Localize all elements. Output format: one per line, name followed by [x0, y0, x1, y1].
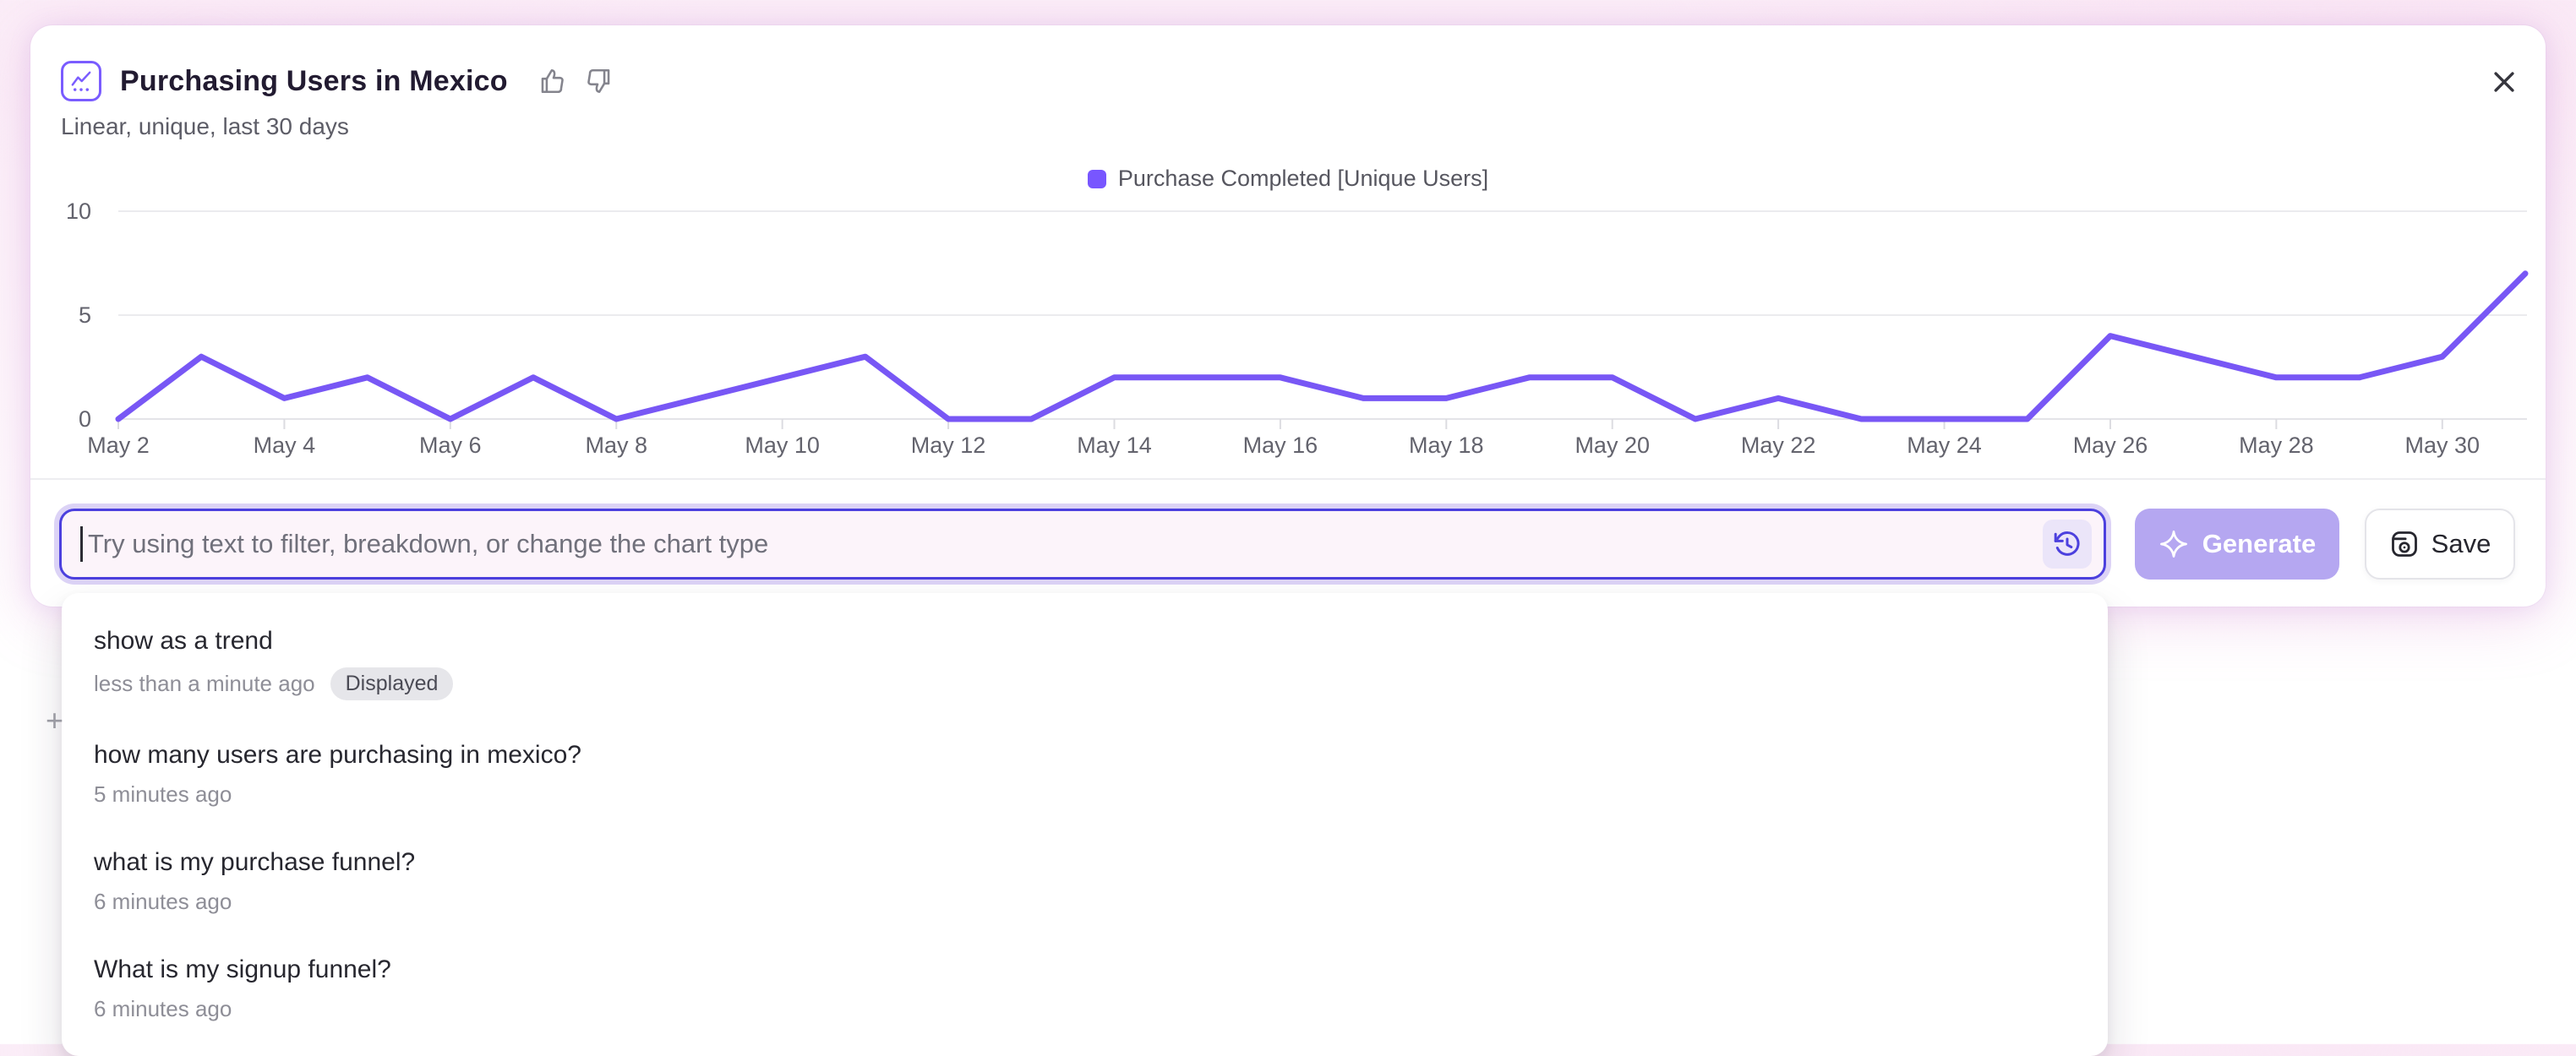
- x-axis-label: May 26: [2073, 433, 2148, 458]
- generate-label: Generate: [2202, 529, 2317, 558]
- history-item[interactable]: what is my purchase funnel? 6 minutes ago: [62, 828, 2108, 935]
- history-query: What is my signup funnel?: [94, 955, 391, 983]
- text-caret: [80, 526, 83, 562]
- x-axis-label: May 10: [745, 433, 820, 458]
- x-axis-label: May 22: [1741, 433, 1816, 458]
- x-axis-label: May 24: [1907, 433, 1982, 458]
- history-item[interactable]: how many users are purchasing in mexico?…: [62, 721, 2108, 828]
- history-timestamp: 5 minutes ago: [94, 781, 232, 807]
- save-icon: [2391, 531, 2417, 557]
- history-meta: 5 minutes ago: [94, 781, 2076, 808]
- y-axis-label: 10: [66, 199, 91, 224]
- thumbs-down-button[interactable]: [584, 67, 613, 95]
- section-divider: [30, 478, 2546, 480]
- x-axis-label: May 12: [911, 433, 986, 458]
- history-query: show as a trend: [94, 627, 273, 655]
- series-line: [115, 270, 2529, 422]
- history-meta: 6 minutes ago: [94, 996, 2076, 1022]
- line-chart-icon: [61, 61, 101, 101]
- close-button[interactable]: [2481, 59, 2527, 105]
- legend-swatch: [1087, 169, 1106, 188]
- page-title: Purchasing Users in Mexico: [120, 64, 508, 97]
- history-meta: 6 minutes ago: [94, 889, 2076, 915]
- thumbs-up-button[interactable]: [538, 67, 567, 95]
- x-axis-label: May 16: [1243, 433, 1318, 458]
- ai-query-input[interactable]: Try using text to filter, breakdown, or …: [59, 509, 2106, 580]
- history-item[interactable]: show as a trend less than a minute ago Dis…: [62, 607, 2108, 721]
- x-axis-label: May 20: [1575, 433, 1650, 458]
- y-axis-label: 0: [79, 406, 91, 432]
- sparkle-icon: [2159, 531, 2187, 558]
- x-axis-label: May 2: [87, 433, 150, 458]
- history-dropdown: show as a trend less than a minute ago Dis…: [62, 593, 2108, 1056]
- x-axis-label: May 30: [2405, 433, 2480, 458]
- generate-button[interactable]: Generate: [2135, 509, 2339, 580]
- x-axis-label: May 8: [585, 433, 647, 458]
- legend-label: Purchase Completed [Unique Users]: [1117, 166, 1489, 191]
- history-status-badge: Displayed: [330, 667, 454, 700]
- thumbs-up-icon: [541, 68, 564, 94]
- thumbs-down-icon: [587, 68, 610, 94]
- history-meta: less than a minute ago Displayed: [94, 667, 2076, 700]
- save-button[interactable]: Save: [2365, 509, 2515, 580]
- history-query: how many users are purchasing in mexico?: [94, 741, 581, 769]
- line-chart-plot: 0 5 10 May 2 May 4 May 6 May 8 May 10 May 12 May …: [66, 199, 2529, 458]
- x-axis-label: May 4: [254, 433, 316, 458]
- history-icon: [2054, 531, 2080, 556]
- x-axis-label: May 14: [1077, 433, 1152, 458]
- x-axis-label: May 6: [419, 433, 482, 458]
- y-axis-label: 5: [79, 302, 91, 328]
- input-placeholder: Try using text to filter, breakdown, or …: [88, 529, 769, 558]
- save-label: Save: [2431, 529, 2491, 558]
- card-header: Purchasing Users in Mexico: [61, 61, 613, 101]
- history-item[interactable]: What is my signup funnel? 6 minutes ago: [62, 935, 2108, 1042]
- chart-legend: Purchase Completed [Unique Users]: [30, 166, 2546, 192]
- history-query: what is my purchase funnel?: [94, 848, 416, 876]
- history-timestamp: 6 minutes ago: [94, 889, 232, 914]
- history-timestamp: less than a minute ago: [94, 671, 315, 696]
- x-axis-label: May 18: [1409, 433, 1484, 458]
- x-axis-label: May 28: [2239, 433, 2314, 458]
- close-icon: [2494, 72, 2514, 92]
- history-timestamp: 6 minutes ago: [94, 996, 232, 1021]
- history-button[interactable]: [2043, 520, 2092, 569]
- crosshair-plus-mark: +: [46, 703, 64, 738]
- chart-subtitle: Linear, unique, last 30 days: [61, 113, 349, 139]
